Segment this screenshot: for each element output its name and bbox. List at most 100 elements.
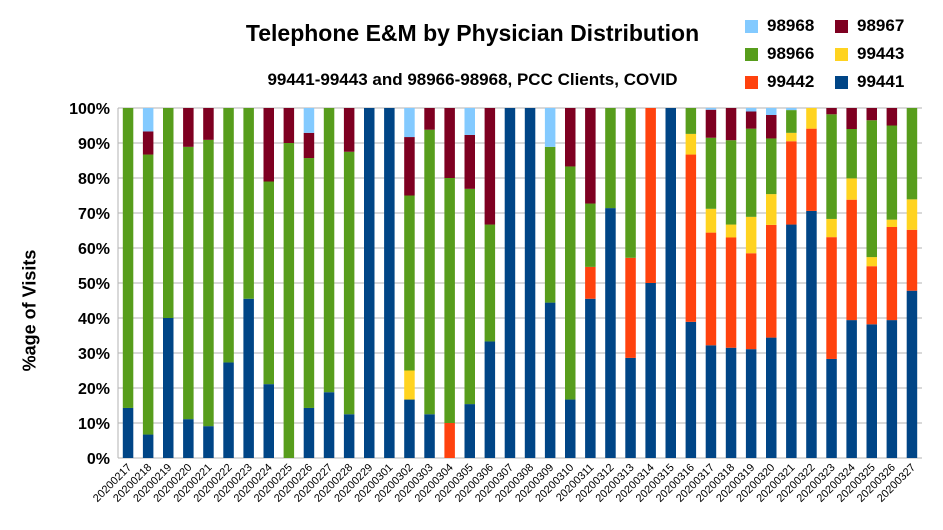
bar-segment-98966 [183,146,194,420]
bar-segment-99443 [766,194,777,225]
bar-segment-98966 [886,125,898,220]
y-tick-label: 40% [78,311,110,328]
bar-segment-98968 [766,108,777,115]
bar-segment-98966 [263,181,274,385]
bar-segment-98966 [846,129,857,179]
bar-segment-98967 [283,108,295,143]
chart-title: Telephone E&M by Physician Distribution [245,20,700,46]
bar-segment-98967 [826,108,837,115]
legend-item: 99441 [835,72,904,92]
bar-segment-99442 [786,141,797,225]
legend-label: 99442 [767,72,815,91]
bar-segment-99441 [685,321,697,458]
bar-segment-98966 [786,110,797,133]
bar-segment-99441 [544,302,556,458]
bar-segment-98967 [866,108,877,121]
bar-segment-99442 [846,199,857,321]
legend-label: 98966 [767,44,815,63]
bar-segment-98966 [544,146,556,303]
legend-label: 98967 [857,16,905,35]
bar-segment-98966 [122,108,134,408]
bar-segment-99441 [404,399,415,458]
y-tick-label: 80% [78,171,110,188]
bar-segment-99441 [343,414,355,458]
bar-segment-98966 [424,129,435,415]
bar-segment-98967 [303,132,315,159]
bar-segment-98966 [464,188,475,405]
legend-swatch [745,47,758,61]
legend-item: 99442 [745,72,814,92]
bar-segment-98968 [786,108,797,111]
bar-segment-98967 [745,111,757,129]
bar-segment-98966 [484,224,496,342]
bar-segment-99443 [786,132,797,142]
y-tick-label: 50% [78,276,110,293]
bar-segment-98967 [404,137,415,196]
bar-segment-98966 [625,108,636,258]
bar-segment-99441 [665,108,676,458]
bar-segment-98966 [343,151,355,415]
bar-segment-98966 [283,143,295,458]
bar-segment-98967 [565,108,576,167]
bar-segment-98966 [685,108,697,134]
bar-segment-98966 [404,195,415,371]
bar-segment-99441 [384,108,395,458]
legend-item: 98968 [745,16,814,36]
bar-segment-99441 [645,283,656,458]
bar-segment-99441 [705,345,717,458]
bar-segment-99443 [685,133,697,155]
bar-segment-98968 [142,108,154,132]
bar-segment-98966 [725,140,737,225]
bar-segment-98968 [404,108,415,138]
bar-segment-99441 [565,399,576,458]
bar-segment-98968 [303,108,315,133]
bar-segment-99442 [645,108,656,283]
bar-segment-99441 [585,298,596,458]
bar-segment-99441 [364,108,375,458]
bar-segment-99441 [725,347,737,458]
bar-segment-99442 [745,253,757,350]
bar-segment-98968 [464,108,475,135]
bar-segment-98967 [846,108,857,129]
bar-segment-99441 [866,324,877,458]
bar-segment-99442 [625,257,636,358]
bar-segment-99441 [464,404,475,458]
bar-segment-98966 [163,108,174,318]
chart-subtitle: 99441-99443 and 98966-98968, PCC Clients… [267,70,678,89]
bar-segment-98967 [142,131,154,155]
bar-segment-98966 [826,114,837,219]
bar-segment-98966 [866,120,877,258]
bar-segment-99443 [826,218,837,238]
legend-swatch [835,75,848,89]
bar-segment-99441 [806,210,817,458]
y-tick-label: 10% [78,416,110,433]
bar-segment-99443 [886,219,898,227]
bar-segment-99443 [846,178,857,200]
bar-segment-99442 [906,229,918,291]
bar-segment-98966 [243,108,254,299]
bar-segment-99441 [625,357,636,458]
bar-segment-98966 [223,108,234,363]
bar-segment-98966 [766,138,777,195]
bar-segment-98968 [705,108,717,110]
bar-segment-98966 [705,137,717,209]
bar-segment-99441 [243,298,254,458]
bar-segment-99441 [323,392,335,458]
y-tick-label: 30% [78,346,110,363]
bar-segment-99442 [826,237,837,359]
bar-segment-98968 [544,108,556,147]
bar-segment-98968 [745,108,757,112]
y-tick-label: 70% [78,206,110,223]
bar-segment-98966 [303,158,315,408]
bar-segment-99443 [806,108,817,129]
bar-segment-99441 [605,208,616,458]
y-tick-label: 60% [78,241,110,258]
bar-segment-98966 [585,203,596,267]
bar-segment-98967 [343,108,355,152]
bar-segment-99443 [745,216,757,254]
bar-segment-98967 [444,108,455,178]
bar-segment-99441 [786,224,797,458]
y-tick-label: 20% [78,381,110,398]
bar-segment-99441 [886,320,898,458]
